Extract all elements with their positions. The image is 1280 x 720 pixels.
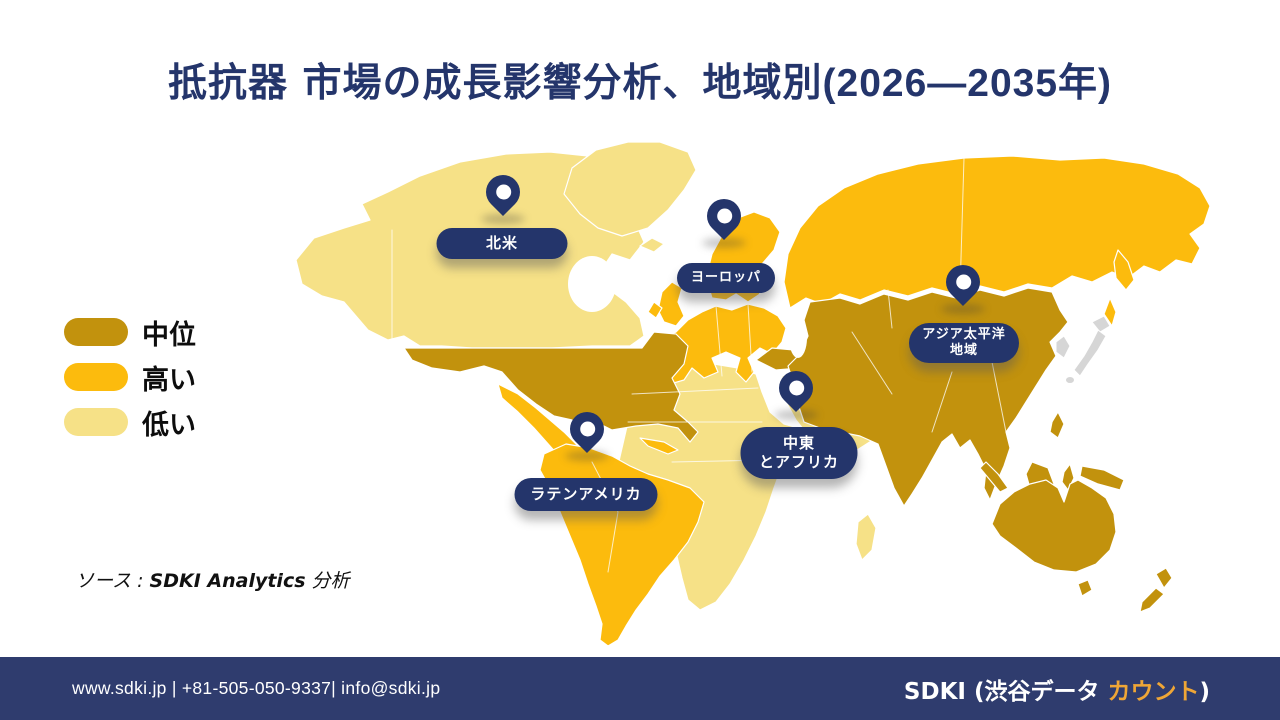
- region-japan-hokkaido: [1091, 315, 1111, 333]
- page-title-range: (2026—2035年): [822, 62, 1113, 105]
- region-japan-kyushu: [1065, 376, 1075, 384]
- legend-swatch-medium: [64, 318, 128, 346]
- map-label-asia-pacific[interactable]: アジア太平洋 地域: [909, 323, 1019, 363]
- source-brand: SDKI Analytics: [149, 570, 306, 592]
- footer-brand-close: ): [1199, 678, 1210, 705]
- world-map: [295, 141, 1211, 647]
- region-australia: [991, 479, 1117, 573]
- map-pin-asia-pacific-shadow: [941, 304, 985, 314]
- region-caribbean: [639, 437, 679, 455]
- hudson-bay: [568, 256, 616, 312]
- region-korea: [1055, 335, 1071, 359]
- legend-label-medium: 中位: [142, 319, 196, 351]
- footer-bar: www.sdki.jp | +81-505-050-9337| info@sdk…: [0, 657, 1280, 720]
- region-new-zealand-north: [1155, 567, 1173, 589]
- region-tasmania: [1077, 579, 1093, 597]
- map-pin-europe-shadow: [702, 238, 746, 248]
- caspian-sea: [789, 318, 807, 358]
- region-sumatra: [979, 461, 1009, 493]
- region-greenland: [563, 141, 697, 237]
- region-japan-honshu: [1073, 329, 1107, 377]
- footer-brand-text: SDKI (渋谷データ: [903, 678, 1108, 705]
- region-kamchatka: [1113, 249, 1135, 291]
- footer-contact-info[interactable]: www.sdki.jp | +81-505-050-9337| info@sdk…: [72, 678, 441, 698]
- region-iceland: [639, 237, 665, 253]
- source-prefix: ソース :: [75, 570, 150, 592]
- legend-label-low: 低い: [142, 409, 196, 441]
- map-label-latin-america[interactable]: ラテンアメリカ: [514, 478, 658, 511]
- region-uk: [657, 281, 685, 327]
- map-region-group-neutral: [1055, 315, 1111, 384]
- legend-swatch-low: [64, 408, 128, 436]
- page-title-main: 抵抗器 市場の成長影響分析、地域別: [167, 60, 823, 106]
- map-water-overlays: [568, 256, 807, 358]
- page-title: 抵抗器 市場の成長影響分析、地域別(2026—2035年): [0, 52, 1280, 108]
- region-russia: [783, 155, 1211, 309]
- region-sakhalin: [1103, 297, 1117, 327]
- legend-item-medium: 中位: [64, 318, 196, 351]
- map-label-middle-east-africa[interactable]: 中東 とアフリカ: [740, 427, 858, 479]
- region-new-guinea: [1079, 465, 1125, 491]
- legend: 中位 高い 低い: [64, 318, 196, 453]
- map-label-europe[interactable]: ヨーロッパ: [677, 263, 775, 293]
- region-usa: [403, 331, 699, 443]
- legend-swatch-high: [64, 363, 128, 391]
- region-philippines: [1049, 411, 1065, 439]
- legend-item-high: 高い: [64, 363, 196, 396]
- region-new-zealand-south: [1139, 587, 1165, 613]
- map-pin-north-america-shadow: [481, 214, 525, 224]
- map-label-north-america[interactable]: 北米: [436, 228, 568, 259]
- footer-brand: SDKI (渋谷データ カウント): [904, 672, 1210, 706]
- map-pin-middle-east-africa-shadow: [774, 410, 818, 420]
- region-madagascar: [855, 513, 877, 561]
- source-note: ソース : SDKI Analytics 分析: [75, 566, 350, 593]
- map-region-group-high: [497, 155, 1211, 647]
- legend-label-high: 高い: [142, 364, 196, 396]
- legend-item-low: 低い: [64, 408, 196, 441]
- source-suffix: 分析: [305, 570, 350, 592]
- footer-brand-accent: カウント: [1107, 678, 1200, 705]
- map-pin-latin-america-shadow: [565, 451, 609, 461]
- region-ireland: [647, 301, 663, 319]
